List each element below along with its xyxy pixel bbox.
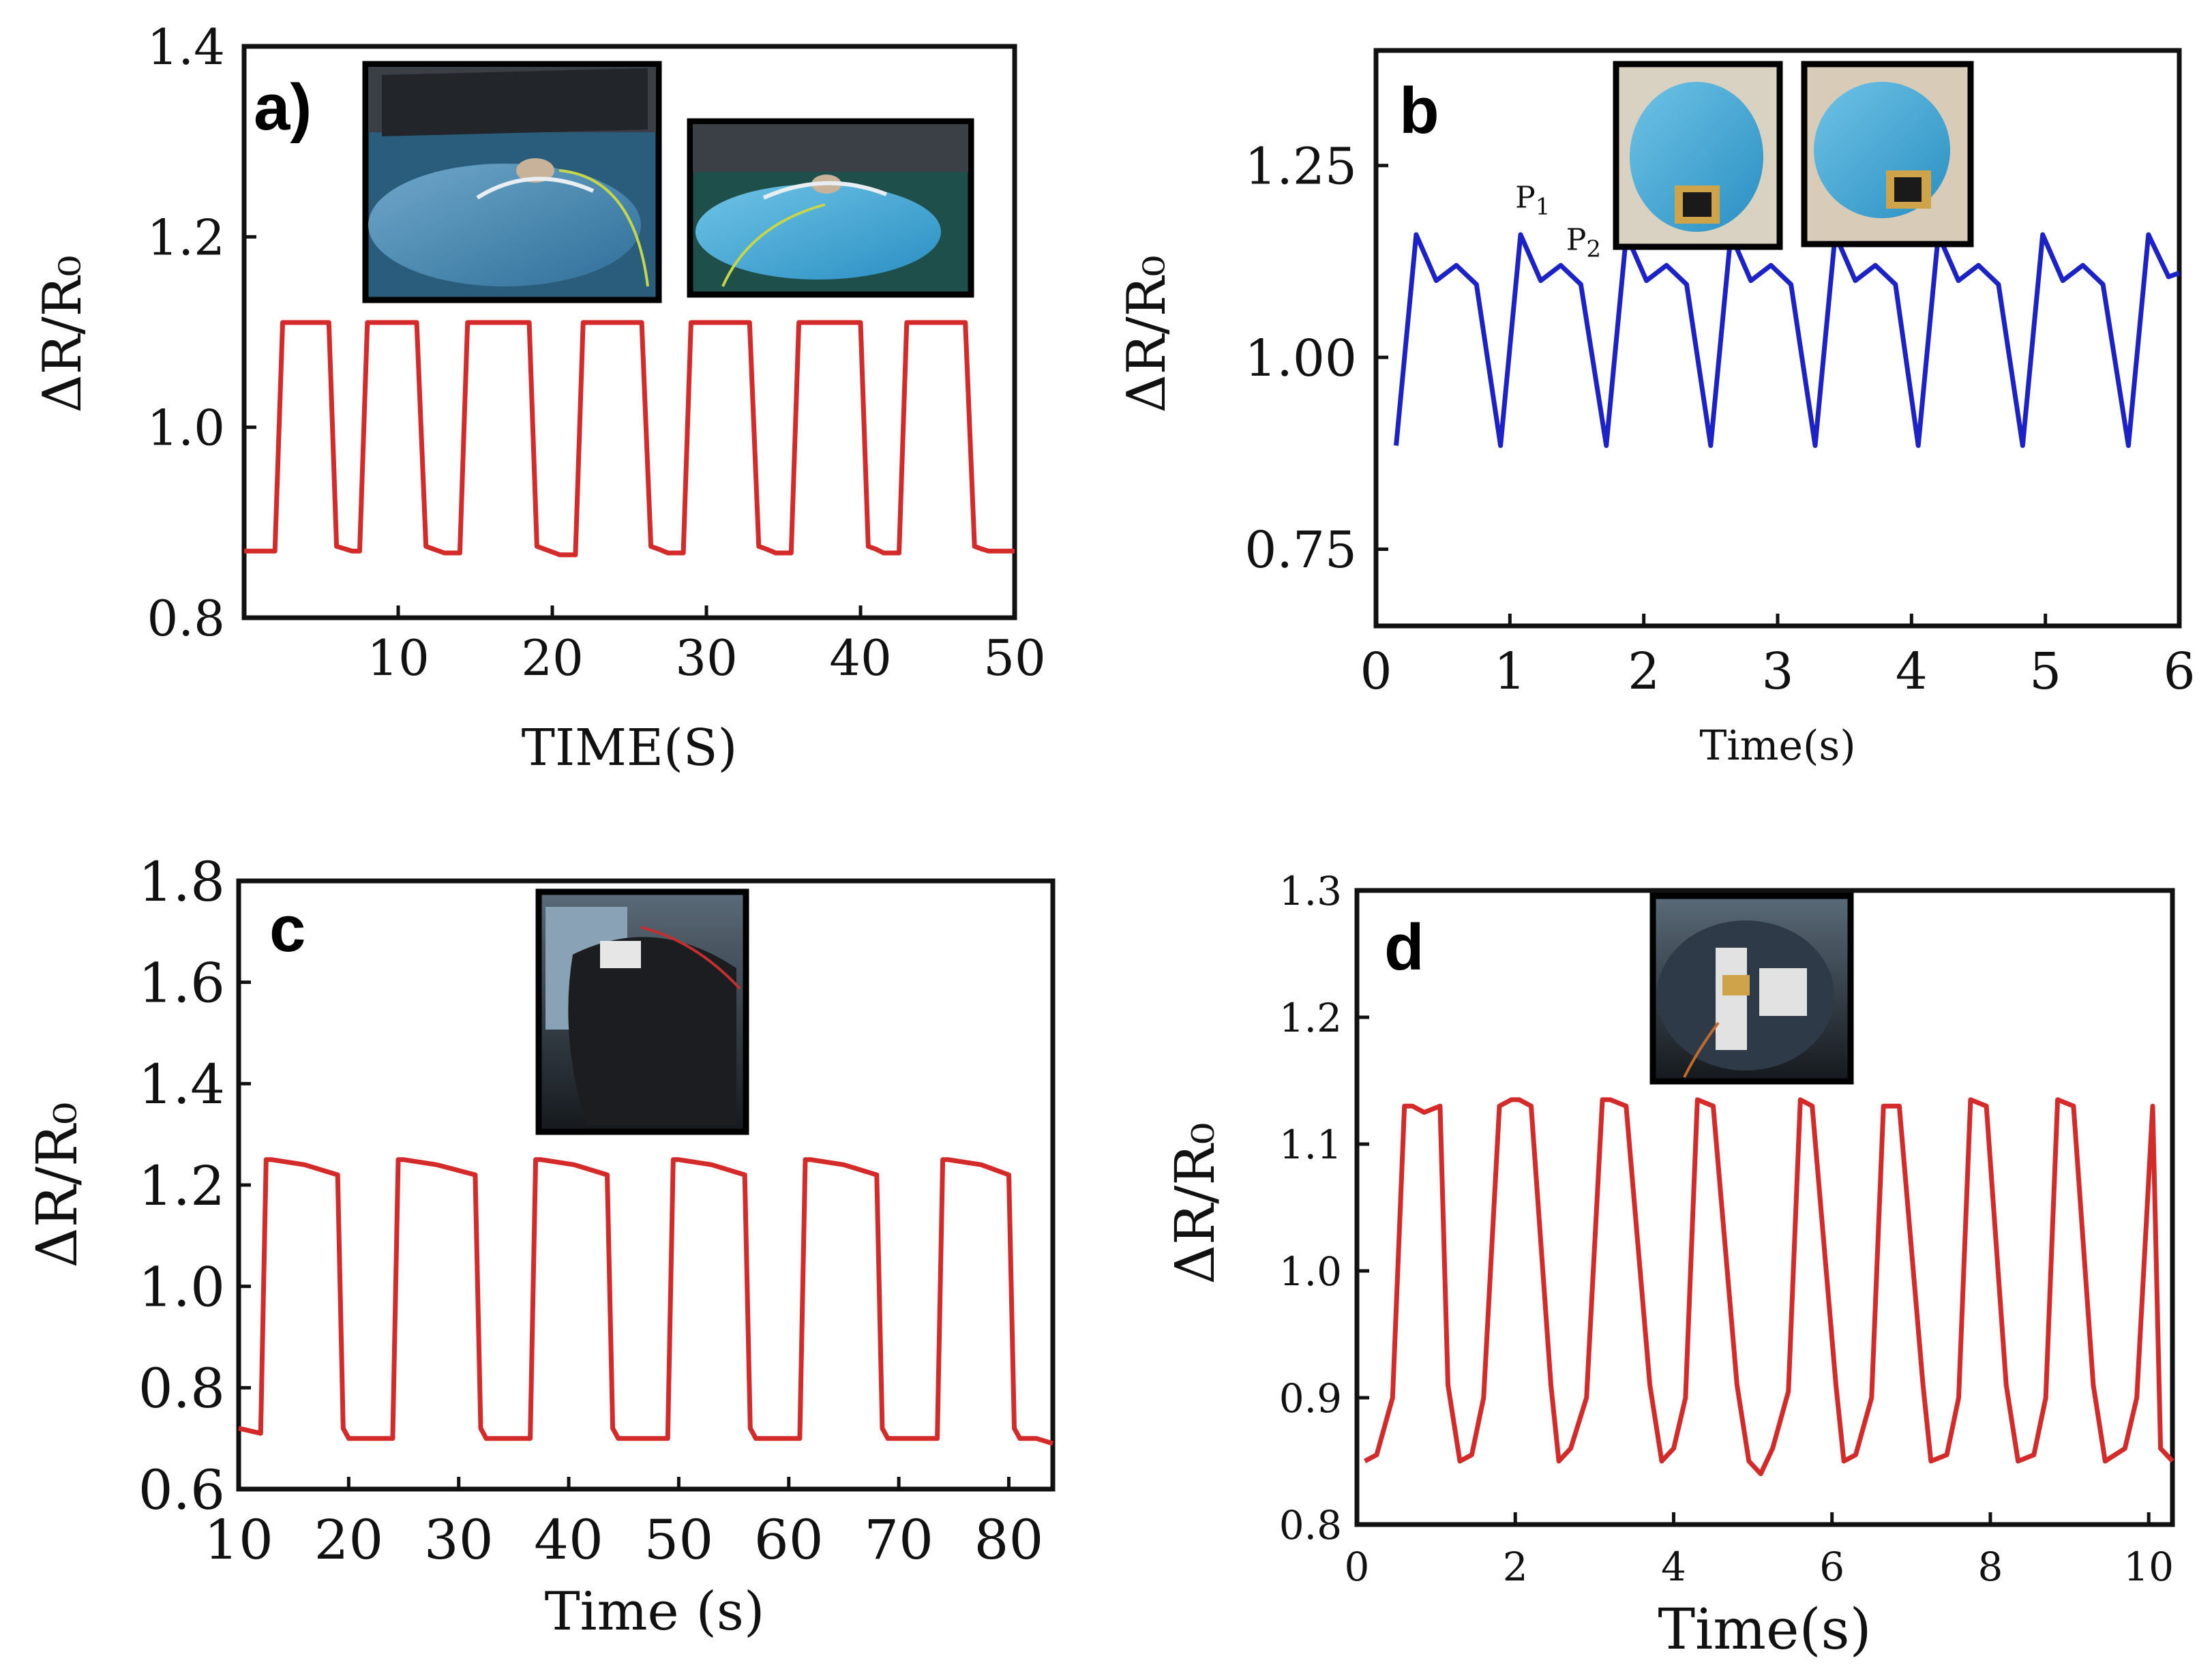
x-tick-label: 2 xyxy=(1628,642,1660,701)
inset-photo-hand-keyboard xyxy=(362,61,662,303)
x-tick-label: 10 xyxy=(204,1508,273,1572)
x-tick-label: 0 xyxy=(1345,1544,1370,1590)
y-axis-ticks: 0.6 0.8 1.0 1.2 1.4 1.6 1.8 xyxy=(138,850,251,1522)
y-axis-label: ΔR/R₀ xyxy=(32,255,93,412)
x-tick-label: 4 xyxy=(1661,1544,1686,1590)
y-axis-label: ΔR/R₀ xyxy=(1116,255,1178,412)
y-tick-label: 1.6 xyxy=(138,951,225,1015)
x-tick-label: 10 xyxy=(367,629,430,687)
y-axis-ticks: 0.75 1.00 1.25 xyxy=(1244,137,1388,580)
x-tick-label: 1 xyxy=(1494,642,1526,701)
y-tick-label: 1.4 xyxy=(138,1053,225,1116)
x-tick-label: 30 xyxy=(424,1508,494,1572)
y-axis-ticks: 0.8 1.0 1.2 1.4 xyxy=(147,18,256,647)
y-tick-label: 1.0 xyxy=(147,400,225,457)
panel-label: b xyxy=(1399,74,1439,147)
peak-annotation-1: P1 xyxy=(1515,181,1550,221)
plot-frame xyxy=(1354,888,2175,1527)
x-tick-label: 50 xyxy=(644,1508,714,1572)
y-tick-label: 1.4 xyxy=(147,18,225,76)
x-tick-label: 40 xyxy=(829,629,892,687)
x-tick-label: 0 xyxy=(1360,642,1392,701)
x-tick-label: 80 xyxy=(974,1508,1044,1572)
x-tick-label: 70 xyxy=(864,1508,933,1572)
y-tick-label: 1.0 xyxy=(1279,1248,1342,1295)
y-axis-ticks: 0.8 0.9 1.0 1.1 1.2 1.3 xyxy=(1279,868,1369,1548)
y-tick-label: 1.1 xyxy=(1279,1122,1342,1168)
x-axis-ticks: 10 20 30 40 50 xyxy=(367,605,1046,687)
inset-photo-wrist-bend xyxy=(1801,61,1974,247)
y-tick-label: 1.25 xyxy=(1244,137,1357,196)
y-axis-label: ΔR/R₀ xyxy=(25,1102,90,1268)
inset-photo-wrist-fist xyxy=(1613,61,1783,250)
inset-photo-elbow xyxy=(1649,892,1854,1085)
x-axis-ticks: 10 20 30 40 50 60 70 80 xyxy=(204,1477,1043,1572)
panel-label: d xyxy=(1384,911,1424,984)
series-line xyxy=(244,320,1015,558)
x-tick-label: 5 xyxy=(2029,642,2061,701)
y-tick-label: 1.00 xyxy=(1244,329,1357,388)
x-tick-label: 50 xyxy=(983,629,1046,687)
panel-b: 0.75 1.00 1.25 0 1 2 3 4 5 6 P1 P2 b ΔR/R₀ Time(s… xyxy=(1116,48,2196,770)
panel-a: 0.8 1.0 1.2 1.4 10 20 30 40 50 a) ΔR/R₀ TIME(S) xyxy=(32,18,1046,777)
y-tick-label: 1.0 xyxy=(138,1255,225,1319)
panel-d: 0.8 0.9 1.0 1.1 1.2 1.3 0 2 4 6 8 10 d ΔR/R₀ Time(… xyxy=(1163,868,2175,1662)
x-axis-label: TIME(S) xyxy=(522,719,738,777)
panel-label: a) xyxy=(254,71,312,144)
x-tick-label: 4 xyxy=(1896,642,1928,701)
x-tick-label: 60 xyxy=(754,1508,824,1572)
y-tick-label: 1.8 xyxy=(138,850,225,914)
x-tick-label: 40 xyxy=(534,1508,603,1572)
x-tick-label: 2 xyxy=(1503,1544,1528,1590)
y-tick-label: 1.2 xyxy=(147,209,225,266)
inset-photo-hand-side xyxy=(687,118,974,298)
x-tick-label: 6 xyxy=(2163,642,2195,701)
series-line xyxy=(1394,232,2181,448)
x-axis-ticks: 0 2 4 6 8 10 xyxy=(1345,1512,2174,1590)
series-line xyxy=(1363,1097,2174,1477)
y-tick-label: 0.75 xyxy=(1244,521,1357,580)
y-tick-label: 0.8 xyxy=(1279,1502,1342,1548)
y-tick-label: 0.9 xyxy=(1279,1375,1342,1422)
panel-label: c xyxy=(269,892,305,965)
y-axis-label: ΔR/R₀ xyxy=(1163,1122,1227,1284)
y-tick-label: 0.8 xyxy=(147,590,225,647)
x-tick-label: 20 xyxy=(314,1508,383,1572)
peak-annotation-2: P2 xyxy=(1566,223,1601,263)
y-tick-label: 1.2 xyxy=(1279,995,1342,1041)
x-axis-ticks: 0 1 2 3 4 5 6 xyxy=(1360,614,2196,701)
x-tick-label: 3 xyxy=(1761,642,1793,701)
y-tick-label: 0.6 xyxy=(138,1458,225,1522)
x-tick-label: 10 xyxy=(2123,1544,2174,1590)
series-line xyxy=(238,1157,1054,1446)
y-tick-label: 0.8 xyxy=(138,1357,225,1420)
y-tick-label: 1.3 xyxy=(1279,868,1342,914)
x-axis-label: Time(s) xyxy=(1699,722,1855,770)
plot-frame xyxy=(241,44,1017,620)
x-axis-label: Time(s) xyxy=(1658,1597,1871,1662)
x-tick-label: 30 xyxy=(675,629,738,687)
x-tick-label: 8 xyxy=(1977,1544,2003,1590)
x-tick-label: 20 xyxy=(521,629,584,687)
inset-photo-knee xyxy=(535,888,749,1135)
x-axis-label: Time (s) xyxy=(545,1581,765,1642)
panel-c: 0.6 0.8 1.0 1.2 1.4 1.6 1.8 10 20 30 40 50 60 70 80 c… xyxy=(25,850,1056,1642)
y-tick-label: 1.2 xyxy=(138,1154,225,1218)
x-tick-label: 6 xyxy=(1819,1544,1844,1590)
